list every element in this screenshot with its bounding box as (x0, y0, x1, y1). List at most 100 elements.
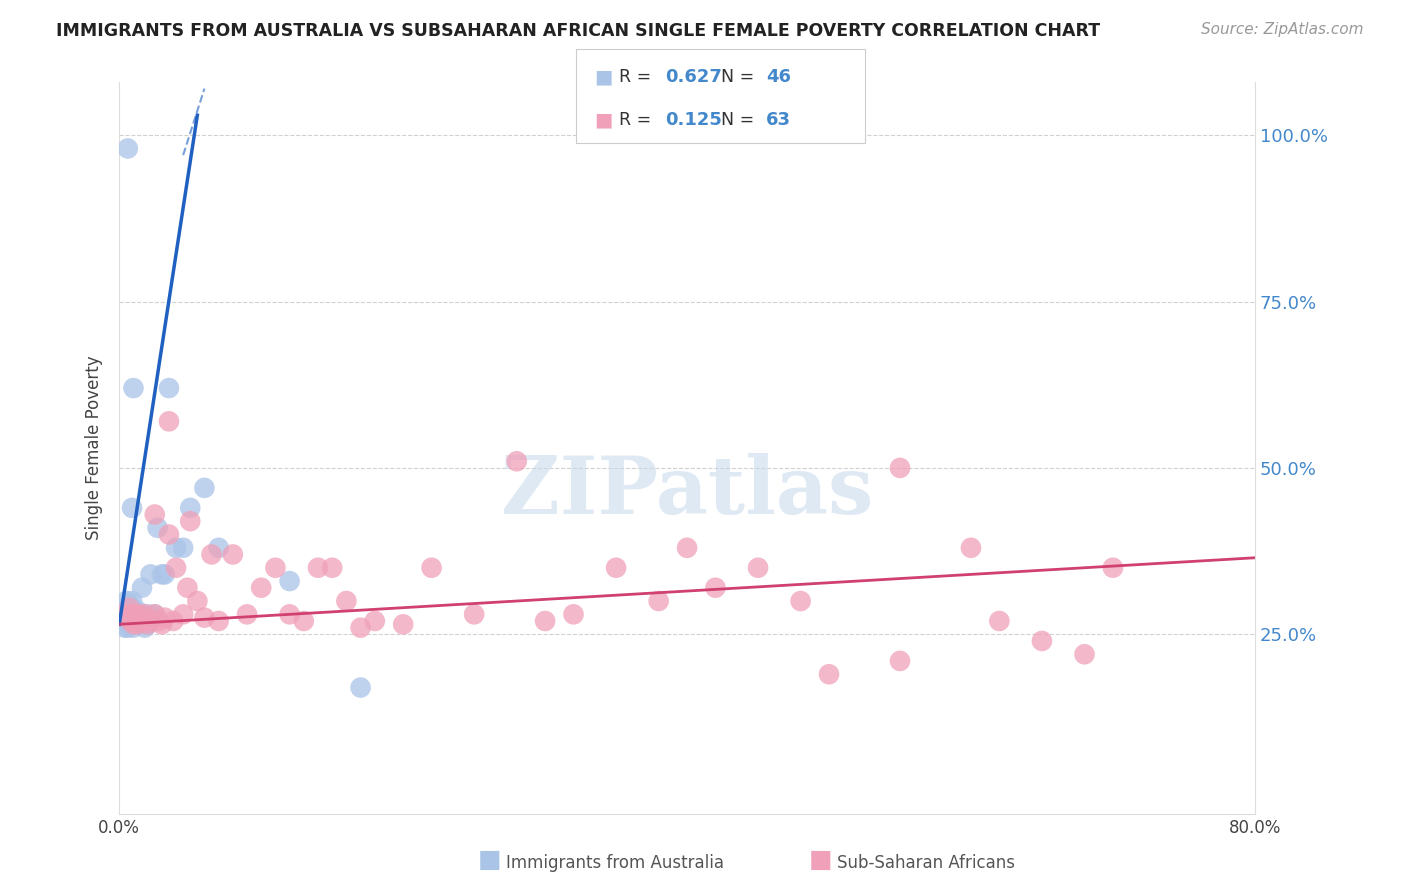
Point (676, 541, 699, 555)
Point (146, 521, 169, 535)
Point (818, 667, 841, 681)
Point (112, 614, 135, 628)
Point (349, 681, 371, 695)
Text: R =: R = (619, 111, 657, 128)
Point (120, 607, 142, 622)
Point (157, 527, 180, 541)
Point (1031, 634, 1053, 648)
Point (153, 610, 176, 624)
Point (125, 607, 148, 622)
Point (115, 594, 138, 608)
Point (960, 541, 983, 555)
Text: N =: N = (721, 111, 761, 128)
Point (172, 541, 194, 555)
Point (193, 610, 215, 624)
Point (135, 610, 157, 624)
Text: 0.627: 0.627 (665, 69, 721, 87)
Point (122, 617, 145, 632)
Point (1073, 647, 1095, 661)
Point (121, 500, 143, 515)
Point (122, 621, 145, 635)
Point (1102, 560, 1125, 574)
Point (124, 617, 146, 632)
Point (200, 548, 222, 562)
Point (129, 607, 152, 622)
Point (135, 614, 157, 628)
Point (136, 617, 159, 632)
Point (162, 614, 184, 628)
Point (134, 621, 156, 635)
Point (118, 610, 141, 624)
Text: Source: ZipAtlas.com: Source: ZipAtlas.com (1201, 22, 1364, 37)
Point (208, 614, 231, 628)
Point (153, 567, 176, 582)
Point (179, 514, 201, 528)
Point (186, 594, 208, 608)
Point (165, 560, 187, 574)
Point (165, 541, 187, 555)
Point (222, 548, 245, 562)
Point (250, 581, 273, 595)
Point (420, 560, 443, 574)
Point (335, 594, 357, 608)
Text: Immigrants from Australia: Immigrants from Australia (506, 855, 724, 872)
Point (136, 607, 159, 622)
Point (124, 607, 146, 622)
Point (157, 381, 180, 395)
Point (138, 614, 160, 628)
Point (605, 560, 627, 574)
Text: 63: 63 (766, 111, 792, 128)
Point (121, 614, 143, 628)
Y-axis label: Single Female Poverty: Single Female Poverty (86, 356, 103, 541)
Point (889, 654, 911, 668)
Point (115, 607, 138, 622)
Text: IMMIGRANTS FROM AUSTRALIA VS SUBSAHARAN AFRICAN SINGLE FEMALE POVERTY CORRELATIO: IMMIGRANTS FROM AUSTRALIA VS SUBSAHARAN … (56, 22, 1101, 40)
Point (392, 617, 415, 632)
Point (157, 414, 180, 428)
Point (127, 617, 149, 632)
Point (789, 594, 811, 608)
Point (647, 594, 669, 608)
Point (120, 614, 142, 628)
Point (889, 461, 911, 475)
Point (120, 614, 142, 628)
Text: ■: ■ (478, 848, 502, 872)
Point (988, 614, 1011, 628)
Point (139, 614, 162, 628)
Point (131, 610, 153, 624)
Point (150, 617, 173, 632)
Point (292, 614, 315, 628)
Point (193, 481, 215, 495)
Point (127, 604, 149, 618)
Point (148, 614, 170, 628)
Point (143, 508, 166, 522)
Text: R =: R = (619, 69, 657, 87)
Point (121, 607, 143, 622)
Point (115, 607, 138, 622)
Point (143, 607, 166, 622)
Point (114, 621, 136, 635)
Point (176, 581, 198, 595)
Point (121, 594, 143, 608)
Point (150, 567, 173, 582)
Point (117, 621, 139, 635)
Text: ■: ■ (595, 110, 613, 129)
Point (179, 500, 201, 515)
Point (132, 614, 155, 628)
Point (124, 614, 146, 628)
Point (128, 607, 150, 622)
Point (264, 560, 287, 574)
Point (278, 607, 301, 622)
Text: 0.125: 0.125 (665, 111, 721, 128)
Point (463, 607, 485, 622)
Point (117, 141, 139, 155)
Point (321, 560, 343, 574)
Point (506, 454, 529, 468)
Point (134, 607, 156, 622)
Point (139, 567, 162, 582)
Text: ■: ■ (595, 68, 613, 87)
Point (122, 614, 145, 628)
Point (562, 607, 585, 622)
Point (129, 610, 152, 624)
Point (534, 614, 557, 628)
